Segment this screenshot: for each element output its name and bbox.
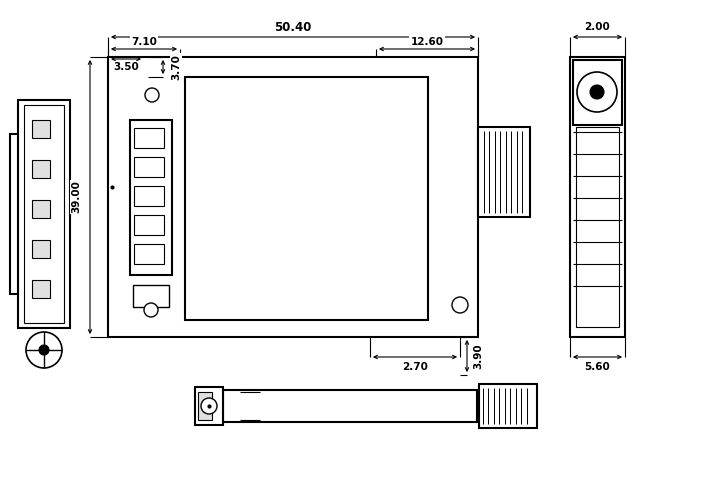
Circle shape <box>452 297 468 313</box>
Bar <box>32 200 50 218</box>
Bar <box>134 186 164 206</box>
Circle shape <box>201 398 217 414</box>
Bar <box>134 128 164 148</box>
Bar <box>185 77 428 320</box>
Circle shape <box>577 72 617 112</box>
Bar <box>108 57 478 337</box>
Circle shape <box>144 303 158 317</box>
Bar <box>134 215 164 235</box>
Bar <box>195 387 223 425</box>
Circle shape <box>39 345 49 355</box>
Bar <box>478 127 530 217</box>
Circle shape <box>590 85 604 99</box>
Bar <box>198 392 212 420</box>
Bar <box>576 127 619 327</box>
Bar <box>10 134 18 294</box>
Circle shape <box>589 299 605 315</box>
Bar <box>134 244 164 264</box>
Text: 3.50: 3.50 <box>113 62 139 72</box>
Bar <box>32 240 50 258</box>
Text: 2.70: 2.70 <box>402 362 428 372</box>
Bar <box>32 120 50 138</box>
Text: 2.00: 2.00 <box>584 22 610 32</box>
Bar <box>134 157 164 177</box>
Bar <box>570 57 625 337</box>
Bar <box>479 384 537 428</box>
Bar <box>24 105 64 323</box>
Bar <box>223 390 477 422</box>
Bar <box>130 120 172 275</box>
Bar <box>133 285 169 307</box>
Text: 39.00: 39.00 <box>71 180 81 213</box>
Text: 50.40: 50.40 <box>274 21 312 34</box>
Text: 12.60: 12.60 <box>410 37 444 47</box>
Circle shape <box>145 88 159 102</box>
Text: 3.90: 3.90 <box>473 343 483 369</box>
Text: 7.10: 7.10 <box>131 37 157 47</box>
Circle shape <box>26 332 62 368</box>
Bar <box>32 280 50 298</box>
Bar <box>18 100 70 328</box>
Text: 5.60: 5.60 <box>584 362 610 372</box>
Bar <box>573 60 622 125</box>
Text: 3.70: 3.70 <box>171 54 181 80</box>
Bar <box>32 160 50 178</box>
